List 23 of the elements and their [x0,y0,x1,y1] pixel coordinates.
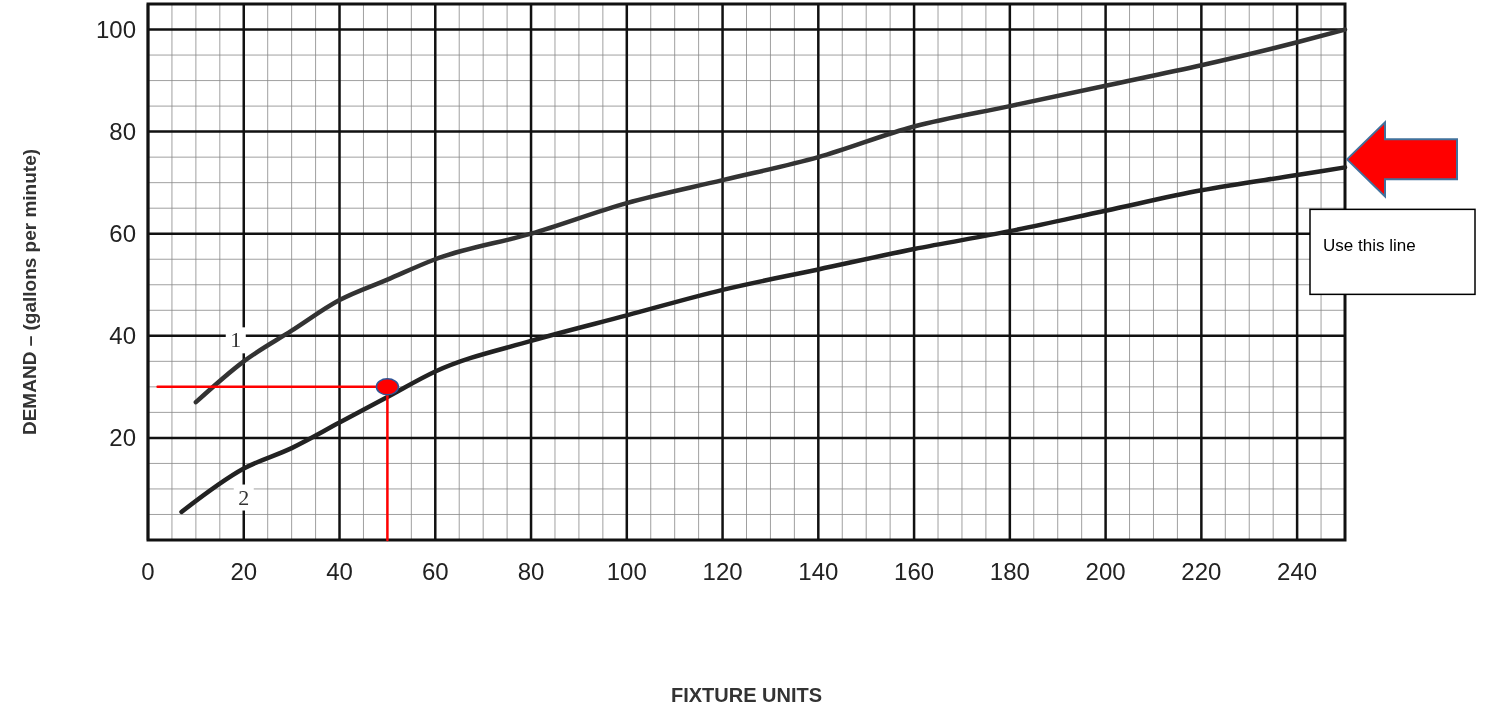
annotation: Use this line [1323,236,1416,256]
y-tick-label: 80 [109,117,136,145]
x-tick-label: 40 [326,558,353,585]
x-tick-label: 120 [702,558,743,585]
x-tick-label: 60 [421,558,449,585]
y-tick-label: 40 [109,321,136,349]
x-tick-label: 200 [1085,558,1126,585]
x-tick-label: 100 [606,558,647,585]
x-tick-label: 20 [230,558,258,585]
y-axis-title: DEMAND – (gallons per minute) [19,148,40,436]
x-tick-label: 220 [1181,558,1222,585]
x-tick-label: 80 [517,558,545,585]
series-label: 1 [230,327,242,353]
x-tick-label: 160 [894,558,935,585]
y-tick-label: 20 [109,423,136,451]
y-tick-label: 60 [109,219,136,247]
x-tick-label: 140 [798,558,839,585]
x-tick-label: 0 [141,558,155,585]
x-tick-label: 180 [989,558,1030,585]
series-label: 2 [238,484,250,510]
x-axis-title: FIXTURE UNITS [670,684,823,706]
y-tick-label: 100 [95,15,136,43]
x-tick-label: 240 [1277,558,1318,585]
